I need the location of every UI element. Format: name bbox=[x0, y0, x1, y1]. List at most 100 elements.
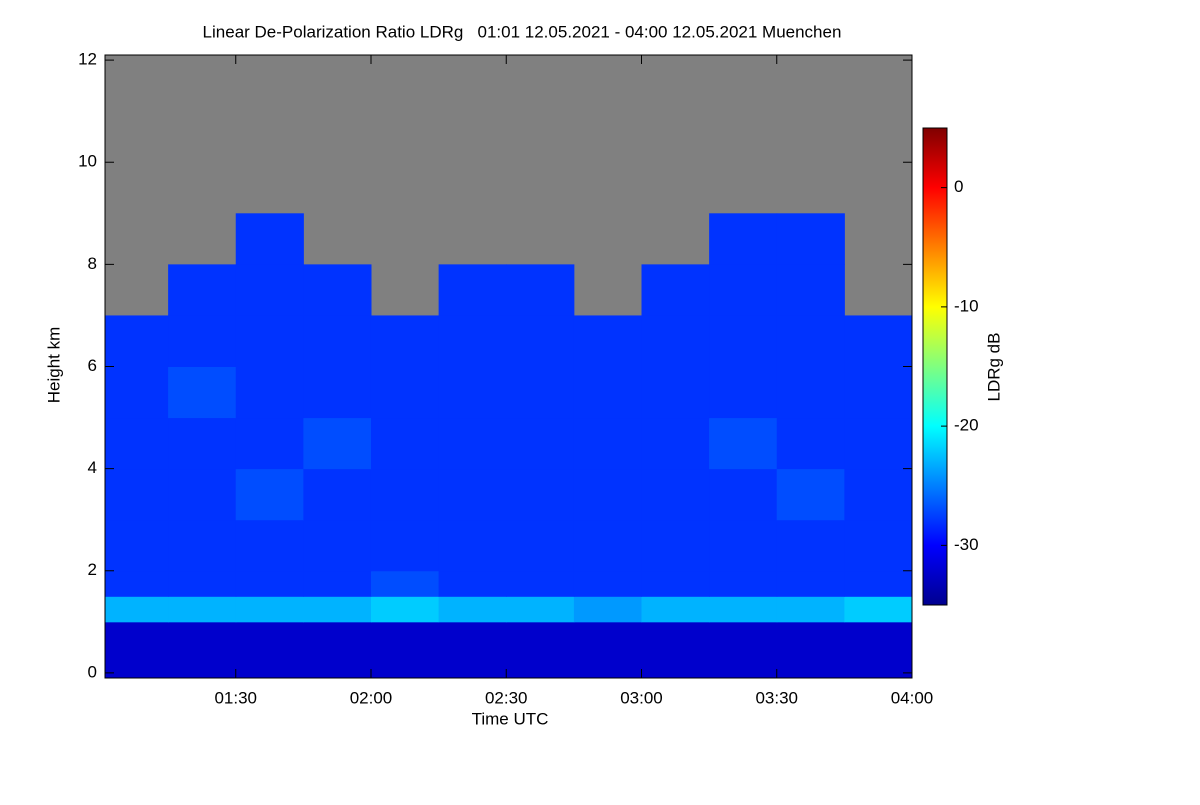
heatmap-cell bbox=[573, 468, 642, 521]
heatmap-cell bbox=[168, 596, 237, 623]
heatmap-cell bbox=[573, 621, 642, 679]
heatmap-cell bbox=[370, 366, 440, 419]
heatmap-cell bbox=[438, 264, 507, 316]
x-tick-label: 01:30 bbox=[214, 688, 257, 707]
heatmap-cell bbox=[709, 596, 778, 623]
heatmap-cell bbox=[506, 519, 575, 572]
heatmap-cell bbox=[303, 417, 372, 470]
heatmap-cell bbox=[105, 468, 169, 521]
heatmap-cell bbox=[235, 366, 304, 419]
heatmap-cell bbox=[709, 570, 778, 597]
heatmap-cell bbox=[776, 468, 845, 521]
heatmap-cell bbox=[506, 417, 575, 470]
heatmap-cell bbox=[776, 519, 845, 572]
heatmap-cell bbox=[776, 570, 845, 597]
y-tick-label: 4 bbox=[88, 458, 97, 477]
heatmap-cell bbox=[105, 519, 169, 572]
heatmap-cell bbox=[709, 366, 778, 419]
colorbar-label: LDRg dB bbox=[984, 333, 1003, 402]
x-tick-label: 03:00 bbox=[620, 688, 663, 707]
heatmap-cell bbox=[709, 468, 778, 521]
heatmap-cell bbox=[641, 366, 710, 419]
heatmap-cell bbox=[370, 468, 440, 521]
heatmap-cell bbox=[438, 366, 507, 419]
heatmap-cell bbox=[573, 366, 642, 419]
heatmap-cell bbox=[105, 621, 169, 679]
heatmap-cell bbox=[370, 570, 440, 597]
heatmap-cell bbox=[168, 468, 237, 521]
colorbar-tick-label: -20 bbox=[954, 416, 979, 435]
heatmap-cell bbox=[641, 621, 710, 679]
heatmap-cell bbox=[573, 596, 642, 623]
heatmap-cell bbox=[506, 621, 575, 679]
heatmap-cell bbox=[303, 596, 372, 623]
heatmap-cell bbox=[235, 264, 304, 316]
heatmap-cell bbox=[506, 570, 575, 597]
heatmap-cell bbox=[506, 366, 575, 419]
heatmap-cell bbox=[844, 468, 913, 521]
heatmap-cell bbox=[506, 468, 575, 521]
heatmap-cell bbox=[641, 264, 710, 316]
heatmap-cell bbox=[303, 468, 372, 521]
heatmap-cell bbox=[709, 213, 778, 265]
y-tick-label: 2 bbox=[88, 560, 97, 579]
heatmap-cell bbox=[438, 570, 507, 597]
heatmap-cell bbox=[709, 621, 778, 679]
heatmap-cell bbox=[641, 315, 710, 367]
y-tick-label: 10 bbox=[78, 152, 97, 171]
heatmap-cell bbox=[641, 519, 710, 572]
heatmap-cell bbox=[105, 570, 169, 597]
heatmap-cell bbox=[573, 417, 642, 470]
heatmap-cell bbox=[235, 417, 304, 470]
heatmap-cell bbox=[235, 570, 304, 597]
heatmap-cell bbox=[370, 621, 440, 679]
heatmap-cell bbox=[168, 519, 237, 572]
heatmap-cell bbox=[303, 621, 372, 679]
heatmap-cell bbox=[235, 621, 304, 679]
heatmap-cell bbox=[641, 570, 710, 597]
x-tick-label: 02:00 bbox=[350, 688, 393, 707]
heatmap-cell bbox=[303, 519, 372, 572]
heatmap-cell bbox=[844, 366, 913, 419]
x-axis-label: Time UTC bbox=[472, 709, 549, 728]
heatmap-cell bbox=[235, 596, 304, 623]
heatmap-cell bbox=[709, 264, 778, 316]
heatmap-cell bbox=[168, 366, 237, 419]
heatmap-cell bbox=[105, 315, 169, 367]
colorbar-tick-label: -10 bbox=[954, 296, 979, 315]
heatmap-cell bbox=[235, 213, 304, 265]
x-tick-label: 04:00 bbox=[891, 688, 934, 707]
heatmap-cell bbox=[844, 596, 913, 623]
y-tick-label: 8 bbox=[88, 254, 97, 273]
heatmap-cell bbox=[370, 315, 440, 367]
x-tick-label: 02:30 bbox=[485, 688, 528, 707]
heatmap-cell bbox=[235, 468, 304, 521]
heatmap-cell bbox=[370, 519, 440, 572]
heatmap-cell bbox=[438, 519, 507, 572]
heatmap-cell bbox=[506, 596, 575, 623]
heatmap-cell bbox=[709, 519, 778, 572]
heatmap-cell bbox=[776, 596, 845, 623]
y-tick-label: 0 bbox=[88, 662, 97, 681]
heatmap-cell bbox=[776, 366, 845, 419]
heatmap-cell bbox=[573, 519, 642, 572]
heatmap-cell bbox=[105, 596, 169, 623]
heatmap-cell bbox=[303, 366, 372, 419]
heatmap-cell bbox=[105, 417, 169, 470]
heatmap-cell bbox=[235, 315, 304, 367]
heatmap-cell bbox=[438, 468, 507, 521]
heatmap-cell bbox=[573, 315, 642, 367]
heatmap-cell bbox=[506, 264, 575, 316]
heatmap-cell bbox=[438, 315, 507, 367]
colorbar-tick-label: 0 bbox=[954, 177, 963, 196]
heatmap-cell bbox=[573, 570, 642, 597]
heatmap-cell bbox=[235, 519, 304, 572]
heatmap-cell bbox=[168, 315, 237, 367]
heatmap-cell bbox=[168, 570, 237, 597]
heatmap-cell bbox=[844, 315, 913, 367]
heatmap-cell bbox=[844, 570, 913, 597]
x-tick-label: 03:30 bbox=[755, 688, 798, 707]
heatmap-cell bbox=[709, 417, 778, 470]
heatmap-cell bbox=[844, 417, 913, 470]
heatmap-cell bbox=[168, 621, 237, 679]
